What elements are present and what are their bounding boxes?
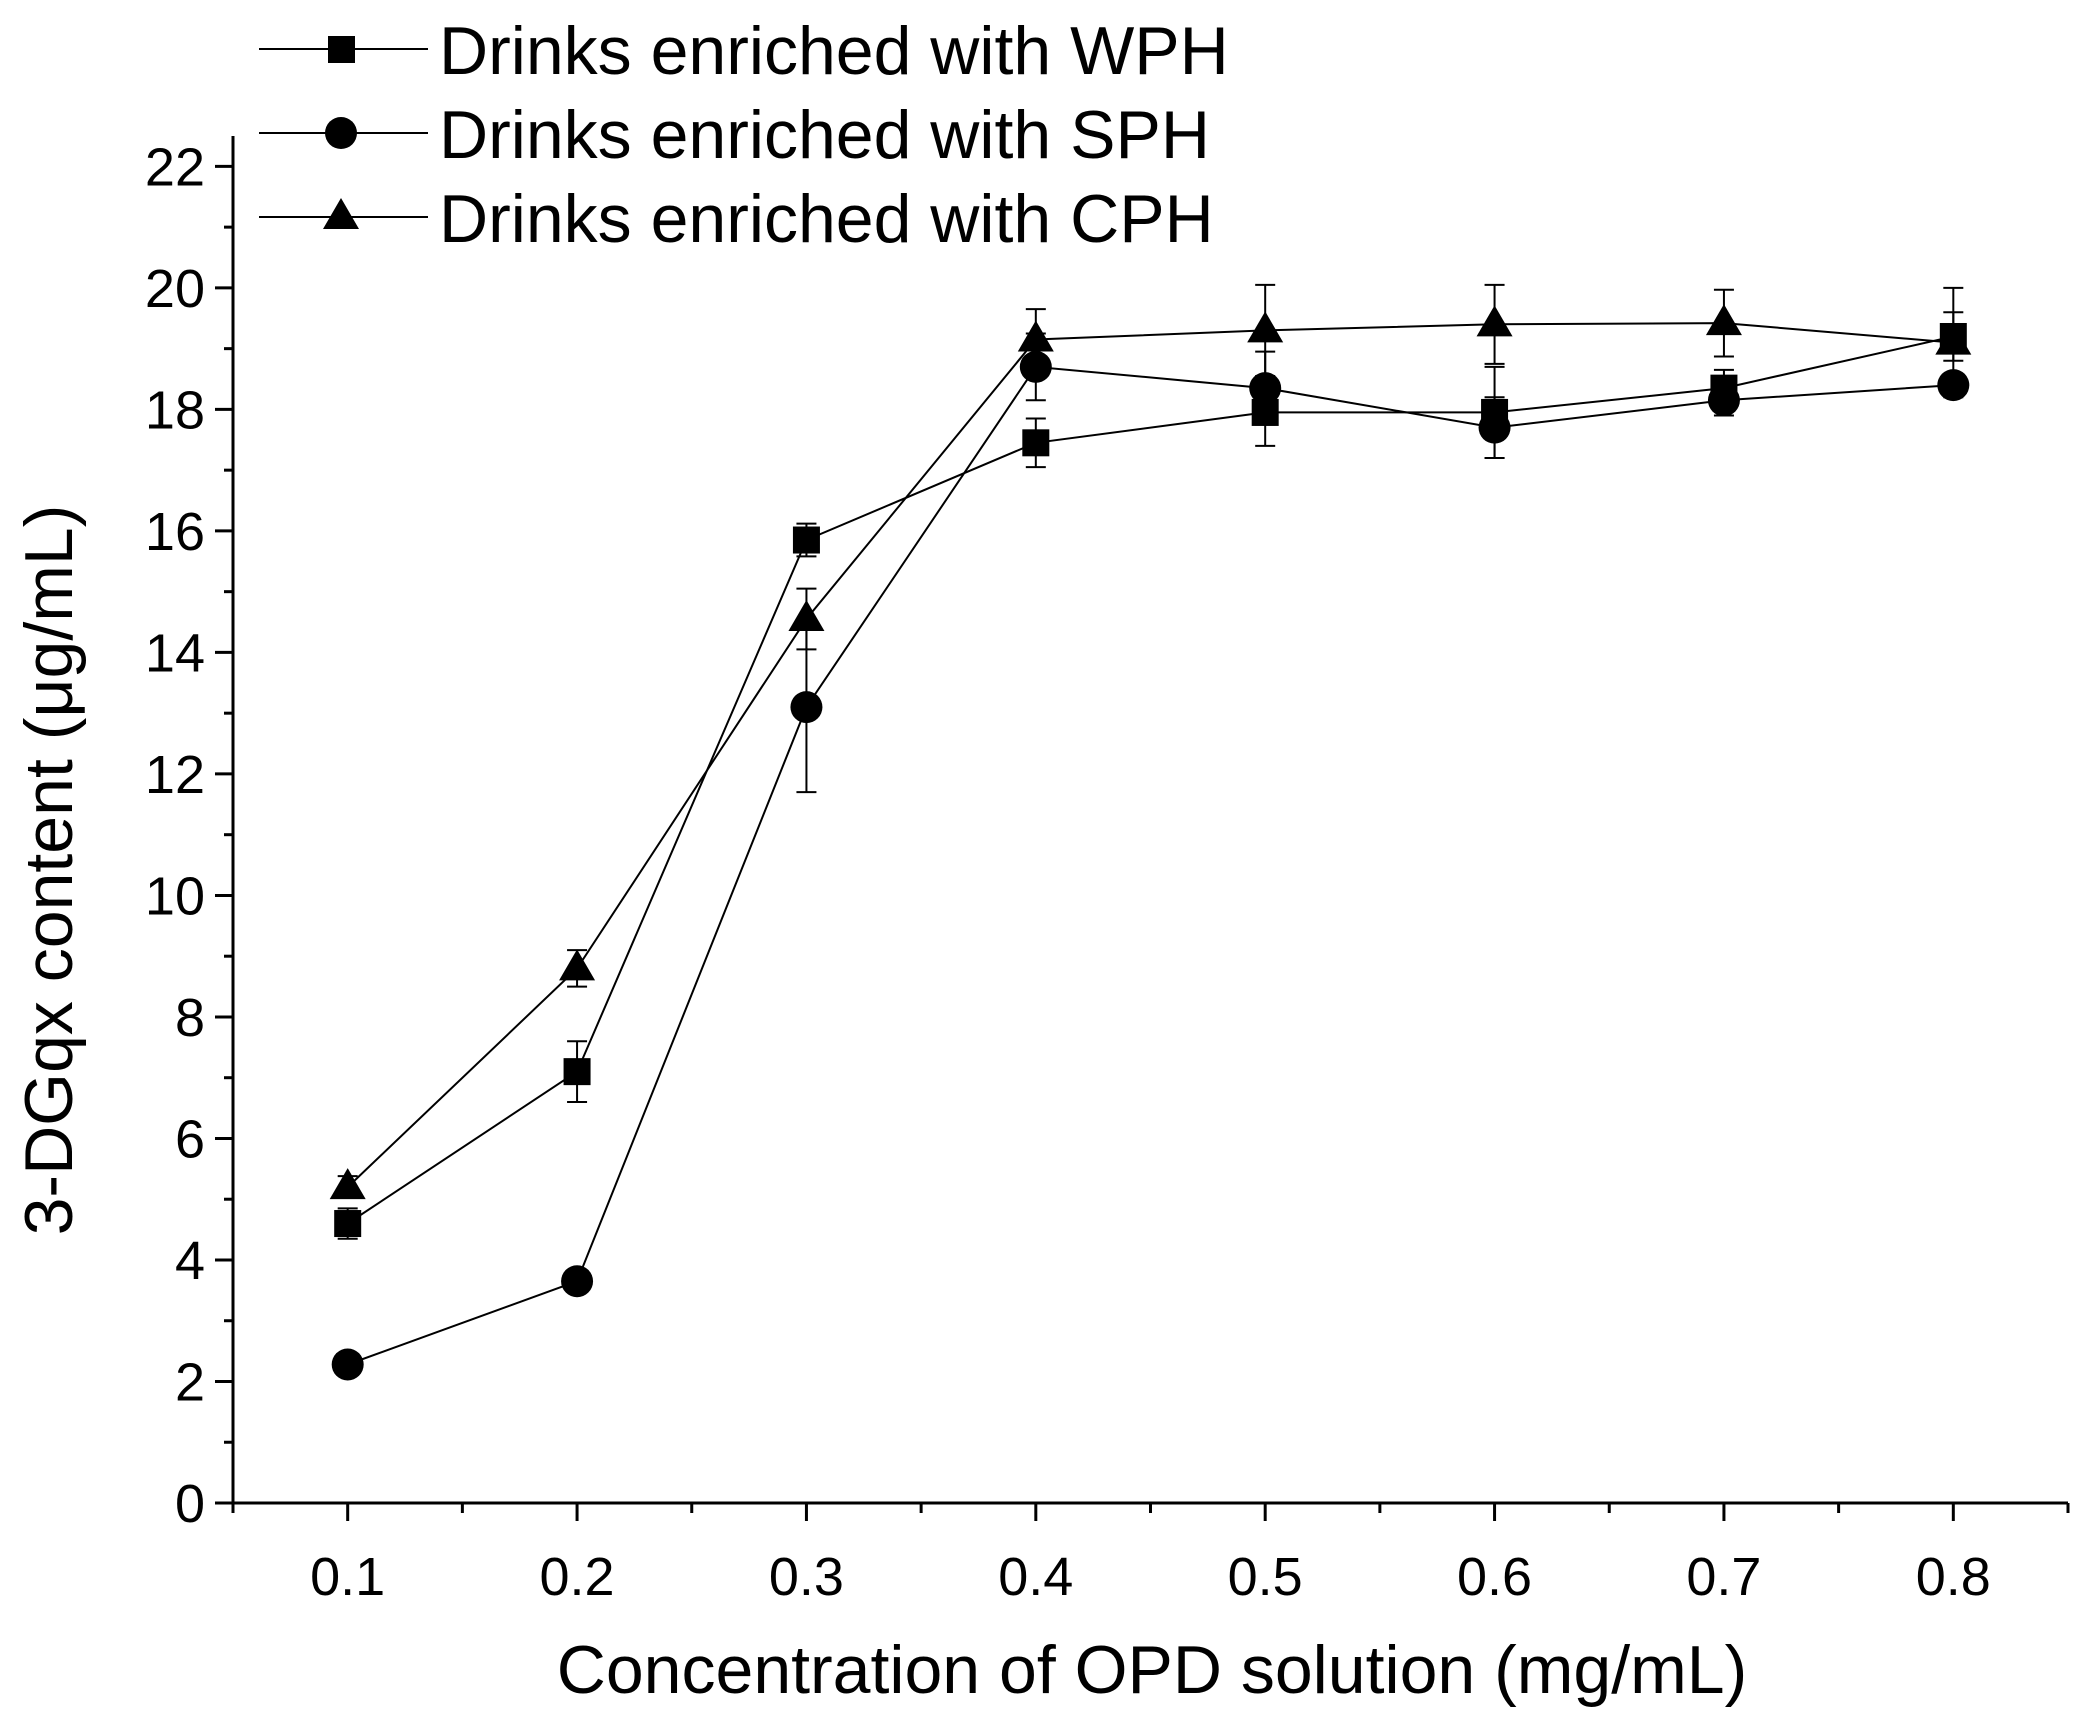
wph-data-point bbox=[334, 1210, 362, 1238]
cph-data-point bbox=[788, 600, 825, 632]
legend-circle-marker bbox=[325, 117, 357, 149]
x-tick-label: 0.3 bbox=[769, 1547, 844, 1607]
x-tick-label: 0.6 bbox=[1457, 1547, 1532, 1607]
sph-data-point bbox=[1937, 369, 1970, 402]
plot-area bbox=[329, 283, 1972, 1381]
cph-series-line bbox=[347, 322, 1954, 1188]
sph-data-point bbox=[1019, 350, 1052, 383]
sph-data-point bbox=[561, 1265, 594, 1298]
x-tick-label: 0.1 bbox=[310, 1547, 385, 1607]
x-tick-label: 0.8 bbox=[1916, 1547, 1991, 1607]
x-tick-label: 0.5 bbox=[1228, 1547, 1303, 1607]
wph-data-point bbox=[563, 1058, 591, 1086]
x-tick-label: 0.4 bbox=[998, 1547, 1073, 1607]
y-tick-label: 14 bbox=[145, 623, 205, 683]
cph-data-point bbox=[559, 949, 596, 981]
y-tick-label: 12 bbox=[145, 745, 205, 805]
legend-label: Drinks enriched with CPH bbox=[439, 181, 1214, 257]
cph-data-point bbox=[1935, 323, 1972, 355]
cph-data-point bbox=[1017, 320, 1054, 352]
sph-data-point bbox=[1249, 372, 1282, 405]
legend-square-marker bbox=[328, 36, 355, 63]
x-tick-label: 0.2 bbox=[540, 1547, 615, 1607]
y-tick-label: 6 bbox=[175, 1109, 205, 1169]
cph-series-markers bbox=[329, 304, 1972, 1200]
y-tick-label: 2 bbox=[175, 1352, 205, 1412]
sph-series-line bbox=[347, 365, 1954, 1366]
y-tick-label: 8 bbox=[175, 988, 205, 1048]
wph-data-point bbox=[1022, 429, 1050, 457]
legend-entry-wph: Drinks enriched with WPH bbox=[259, 13, 1229, 89]
legend-entry-cph: Drinks enriched with CPH bbox=[259, 181, 1214, 257]
sph-data-point bbox=[1707, 384, 1740, 417]
x-tick-label: 0.7 bbox=[1686, 1547, 1761, 1607]
sph-series-markers bbox=[331, 350, 1970, 1381]
legend-entry-sph: Drinks enriched with SPH bbox=[259, 97, 1210, 173]
y-axis-title: 3-DGqx content (μg/mL) bbox=[11, 505, 87, 1236]
legend-triangle-marker bbox=[323, 198, 359, 229]
y-tick-label: 16 bbox=[145, 502, 205, 562]
y-tick-label: 10 bbox=[145, 866, 205, 926]
sph-data-point bbox=[790, 691, 823, 724]
y-tick-label: 0 bbox=[175, 1474, 205, 1534]
cph-data-point bbox=[1705, 304, 1742, 336]
y-tick-label: 22 bbox=[145, 137, 205, 197]
sph-data-point bbox=[1478, 411, 1511, 444]
wph-data-point bbox=[792, 526, 820, 554]
wph-series-line bbox=[347, 335, 1954, 1225]
y-tick-label: 4 bbox=[175, 1231, 205, 1291]
cph-data-point bbox=[1476, 305, 1513, 337]
x-axis-title: Concentration of OPD solution (mg/mL) bbox=[557, 1632, 1748, 1708]
legend-label: Drinks enriched with SPH bbox=[439, 97, 1210, 173]
sph-data-point bbox=[331, 1348, 364, 1381]
y-tick-label: 20 bbox=[145, 259, 205, 319]
legend: Drinks enriched with WPH Drinks enriched… bbox=[259, 13, 1229, 257]
axes: 0.1 0.2 0.3 0.4 0.5 0.6 0.7 0.8 0 2 4 6 8 10 12 14 16 18 2… bbox=[145, 136, 2070, 1607]
y-tick-label: 18 bbox=[145, 380, 205, 440]
cph-data-point bbox=[1247, 311, 1284, 343]
legend-label: Drinks enriched with WPH bbox=[439, 13, 1229, 89]
cph-data-point bbox=[329, 1168, 366, 1200]
